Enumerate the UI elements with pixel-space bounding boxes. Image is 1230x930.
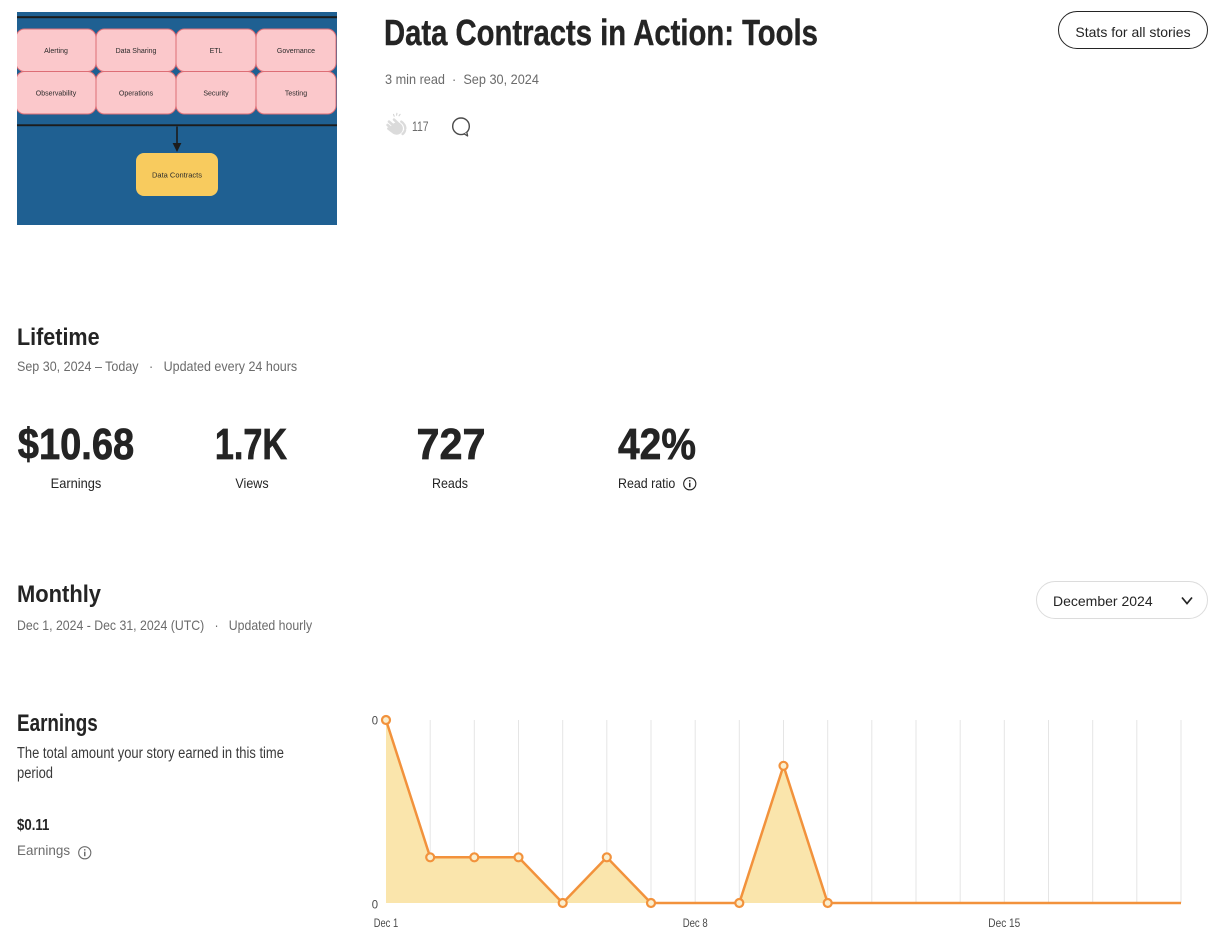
svg-text:Observability: Observability (36, 91, 77, 98)
svg-text:Governance: Governance (277, 48, 315, 55)
svg-text:ETL: ETL (210, 48, 223, 55)
svg-text:Dec 15: Dec 15 (988, 916, 1020, 930)
svg-text:Operations: Operations (119, 91, 154, 98)
svg-text:Alerting: Alerting (44, 48, 68, 55)
svg-text:Dec 1: Dec 1 (374, 916, 399, 930)
svg-text:Data Sharing: Data Sharing (116, 48, 157, 55)
svg-text:0: 0 (372, 714, 379, 728)
svg-text:0: 0 (372, 898, 379, 912)
svg-text:Security: Security (203, 91, 229, 98)
svg-text:Dec 8: Dec 8 (683, 916, 708, 930)
svg-text:Data Contracts: Data Contracts (152, 171, 202, 180)
svg-text:Testing: Testing (285, 91, 307, 98)
